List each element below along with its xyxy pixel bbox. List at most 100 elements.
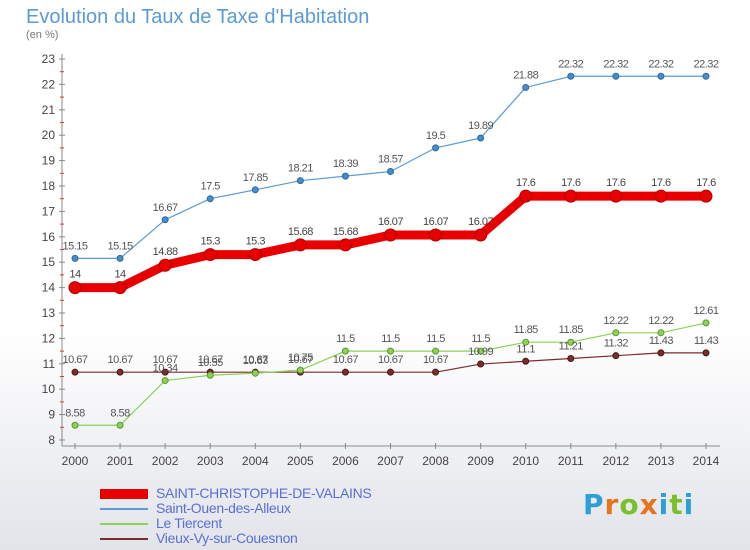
chart-title: Evolution du Taux de Taxe d'Habitation <box>26 6 370 28</box>
data-label: 10.67 <box>243 354 268 366</box>
data-labels-layer: 14 14 14.88 15.3 15.3 15.68 15.68 16.07 16.07 16.… <box>62 58 719 419</box>
data-label: 16.67 <box>153 202 178 214</box>
data-point <box>158 258 172 272</box>
data-label: 11.21 <box>559 340 584 352</box>
data-point <box>522 338 530 346</box>
data-point <box>702 319 710 327</box>
series-0 <box>68 189 713 295</box>
data-label: 22.32 <box>693 58 718 70</box>
brand-letter: P <box>583 488 605 521</box>
legend-swatch <box>100 522 148 525</box>
data-point <box>116 254 124 262</box>
x-tick-label: 2001 <box>107 454 134 468</box>
series-3 <box>71 349 710 376</box>
series-layer <box>68 72 713 429</box>
data-label: 10.63 <box>243 355 268 367</box>
data-label: 10.34 <box>153 363 178 375</box>
data-label: 22.32 <box>603 58 628 70</box>
data-label: 10.67 <box>153 354 178 366</box>
data-point <box>654 189 668 203</box>
data-point <box>296 366 304 374</box>
x-tick-label: 2006 <box>332 454 359 468</box>
data-label: 10.67 <box>423 354 448 366</box>
data-point <box>567 72 575 80</box>
data-point <box>206 371 214 379</box>
brand-logo: Proxiti <box>583 488 694 521</box>
data-point <box>113 281 127 295</box>
data-label: 10.67 <box>288 354 313 366</box>
data-label: 10.67 <box>333 354 358 366</box>
legend-swatch <box>100 488 148 499</box>
data-point <box>477 347 485 355</box>
data-point <box>251 369 259 377</box>
data-label: 15.3 <box>246 236 266 248</box>
data-point <box>612 329 620 337</box>
data-point <box>612 352 620 360</box>
data-point <box>71 254 79 262</box>
data-point <box>387 347 394 355</box>
legend-label: Le Tiercent <box>156 515 222 531</box>
data-label: 17.6 <box>696 177 716 189</box>
data-point <box>387 168 394 176</box>
data-point <box>522 83 530 91</box>
data-point <box>699 189 713 203</box>
data-label: 19.89 <box>468 120 493 132</box>
data-point <box>432 144 440 152</box>
x-tick-label: 2004 <box>242 454 269 468</box>
data-point <box>341 172 349 180</box>
data-label: 15.3 <box>201 236 221 248</box>
data-label: 17.6 <box>651 177 671 189</box>
data-point <box>477 134 485 142</box>
data-point <box>519 189 533 203</box>
data-point <box>567 338 575 346</box>
x-tick-label: 2012 <box>603 454 630 468</box>
data-point <box>251 186 259 194</box>
data-label: 15.15 <box>62 240 87 252</box>
data-label: 18.21 <box>288 163 313 175</box>
data-label: 16.07 <box>423 216 448 228</box>
data-point <box>206 195 214 203</box>
data-point <box>338 238 352 252</box>
data-label: 14.88 <box>153 246 178 258</box>
x-tick-label: 2002 <box>152 454 179 468</box>
x-tick-label: 2007 <box>377 454 404 468</box>
data-label: 17.6 <box>606 177 626 189</box>
y-tick-label: 19 <box>42 154 56 168</box>
data-point <box>116 421 124 429</box>
data-label: 11.5 <box>471 333 490 345</box>
y-tick-label: 17 <box>42 204 56 218</box>
data-point <box>564 189 578 203</box>
data-point <box>161 216 169 224</box>
y-tick-label: 14 <box>42 281 56 295</box>
x-tick-label: 2010 <box>512 454 539 468</box>
x-tick-label: 2003 <box>197 454 224 468</box>
data-label: 12.22 <box>648 315 673 327</box>
data-point <box>248 248 262 262</box>
y-tick-label: 13 <box>42 306 56 320</box>
data-point <box>161 368 169 376</box>
data-label: 8.58 <box>110 407 130 419</box>
data-point <box>477 360 485 368</box>
data-point <box>387 368 394 376</box>
data-label: 17.5 <box>201 181 221 193</box>
data-label: 11.1 <box>516 343 535 355</box>
data-point <box>203 248 217 262</box>
y-tick-label: 18 <box>42 179 56 193</box>
data-label: 17.6 <box>561 177 581 189</box>
data-label: 11.5 <box>381 333 400 345</box>
x-tick-label: 2008 <box>422 454 449 468</box>
data-label: 19.5 <box>426 130 446 142</box>
line-chart: 8 9 10 11 12 13 14 15 16 17 18 19 20 21 22 23 2000 2001 20… <box>42 52 720 468</box>
data-point <box>612 72 620 80</box>
brand-letter: x <box>639 488 659 521</box>
y-tick-label: 16 <box>42 230 56 244</box>
data-point <box>116 368 124 376</box>
legend-label: Vieux-Vy-sur-Couesnon <box>156 530 298 546</box>
data-label: 16.07 <box>378 216 403 228</box>
data-label: 17.85 <box>243 172 268 184</box>
data-point <box>432 368 440 376</box>
data-label: 16.07 <box>468 216 493 228</box>
y-tick-label: 15 <box>42 255 56 269</box>
brand-letter: i <box>658 488 670 521</box>
data-label: 15.68 <box>333 226 358 238</box>
